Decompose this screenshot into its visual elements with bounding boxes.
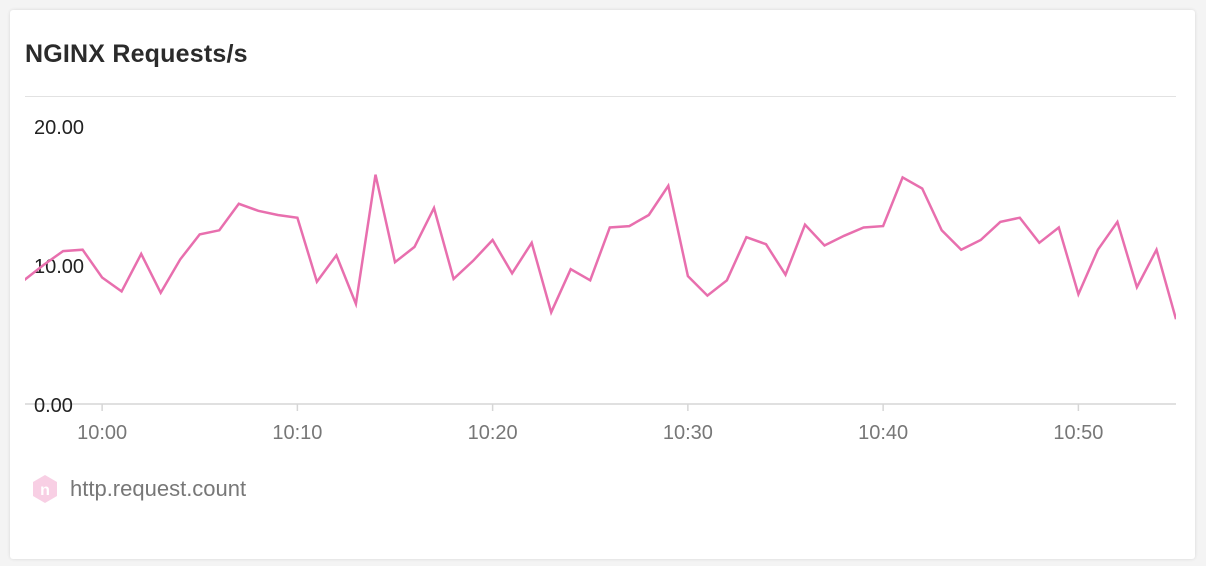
legend-icon-letter: n: [40, 482, 50, 499]
legend-item[interactable]: n http.request.count: [32, 474, 246, 504]
x-axis-ticks: 10:00 10:10 10:20 10:30 10:40 10:50: [77, 404, 1103, 444]
x-tick-label: 10:40: [858, 422, 908, 444]
y-tick-label: 20.00: [34, 117, 84, 139]
nginx-hexagon-icon: n: [33, 475, 57, 503]
series-group: [24, 174, 1176, 320]
x-tick-label: 10:10: [272, 422, 322, 444]
legend-label: http.request.count: [70, 476, 247, 501]
x-tick-label: 10:20: [468, 422, 518, 444]
chart-card: NGINX Requests/s 0.00 10.00 20.00 10:00 10:…: [10, 10, 1195, 559]
x-tick-label: 10:30: [663, 422, 713, 444]
card-title: NGINX Requests/s: [25, 40, 248, 68]
x-tick-label: 10:00: [77, 422, 127, 444]
title-divider: [25, 96, 1176, 97]
y-tick-label: 0.00: [34, 395, 73, 417]
x-tick-label: 10:50: [1053, 422, 1103, 444]
series-line-http-request-count[interactable]: [24, 174, 1176, 320]
